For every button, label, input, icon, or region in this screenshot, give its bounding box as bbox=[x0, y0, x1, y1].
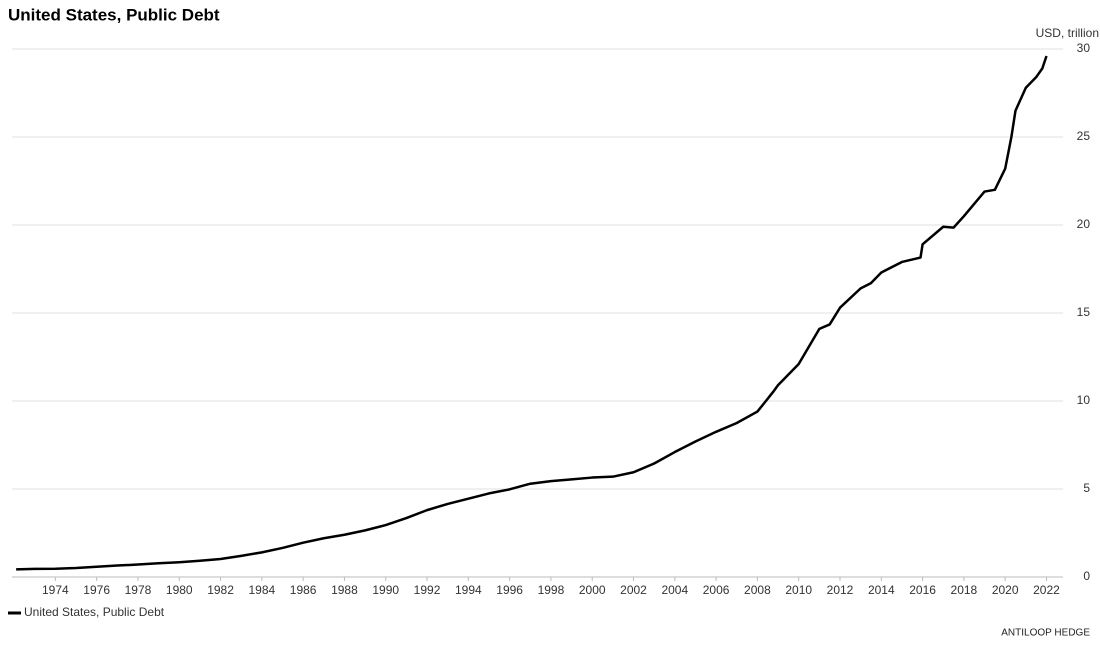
source: ANTILOOP HEDGE bbox=[1001, 628, 1090, 639]
x-tick-label: 1996 bbox=[496, 583, 523, 597]
x-tick-label: 1978 bbox=[125, 583, 152, 597]
y-tick-label: 20 bbox=[1077, 217, 1091, 231]
x-tick-label: 1986 bbox=[290, 583, 317, 597]
x-tick-label: 1982 bbox=[207, 583, 234, 597]
x-tick-label: 2016 bbox=[909, 583, 936, 597]
x-tick-label: 2006 bbox=[703, 583, 730, 597]
y-tick-label: 5 bbox=[1083, 481, 1090, 495]
y-tick-label: 10 bbox=[1077, 393, 1091, 407]
x-tick-label: 2018 bbox=[951, 583, 978, 597]
x-tick-label: 2020 bbox=[992, 583, 1019, 597]
x-tick-label: 2002 bbox=[620, 583, 647, 597]
x-tick-label: 2012 bbox=[827, 583, 854, 597]
y-tick-label: 15 bbox=[1077, 305, 1091, 319]
chart-title: United States, Public Debt bbox=[8, 5, 220, 24]
y-tick-label: 25 bbox=[1077, 129, 1091, 143]
x-tick-label: 1980 bbox=[166, 583, 193, 597]
x-tick-label: 1974 bbox=[42, 583, 69, 597]
line bbox=[16, 55, 1048, 571]
x-tick-label: 1994 bbox=[455, 583, 482, 597]
x-tick-label: 1990 bbox=[372, 583, 399, 597]
x-tick-label: 2010 bbox=[785, 583, 812, 597]
x-tick-label: 1988 bbox=[331, 583, 358, 597]
y-axis-label: USD, trillion bbox=[1036, 26, 1099, 40]
x-tick-label: 2014 bbox=[868, 583, 895, 597]
x-tick-label: 1998 bbox=[538, 583, 565, 597]
x-tick-label: 2022 bbox=[1033, 583, 1060, 597]
x-tick-label: 1992 bbox=[414, 583, 441, 597]
x-tick-label: 2008 bbox=[744, 583, 771, 597]
x-tick-label: 1984 bbox=[248, 583, 275, 597]
y-tick-label: 0 bbox=[1083, 569, 1090, 583]
y-tick-label: 30 bbox=[1077, 41, 1091, 55]
x-tick-label: 2004 bbox=[661, 583, 688, 597]
x-tick-label: 1976 bbox=[83, 583, 110, 597]
legend-label: United States, Public Debt bbox=[24, 605, 165, 619]
x-tick-label: 2000 bbox=[579, 583, 606, 597]
